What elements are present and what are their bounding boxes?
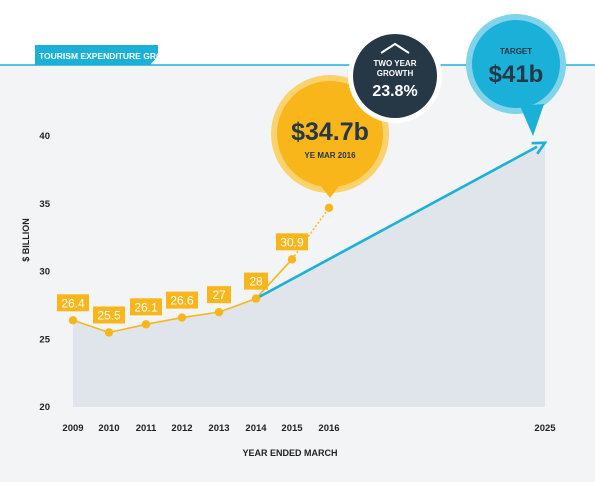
growth-callout-value: 23.8%	[372, 83, 417, 100]
data-point	[287, 255, 297, 264]
y-tick-label: 20	[39, 402, 50, 413]
data-label: 27	[212, 288, 226, 302]
data-point	[214, 307, 224, 317]
target-callout-body	[472, 20, 560, 108]
data-label-bg	[276, 233, 308, 251]
data-label-bg	[93, 306, 125, 324]
x-tick-label: 2015	[281, 423, 303, 434]
y-axis-title: $ BILLION	[21, 218, 31, 262]
data-label-bg	[244, 272, 268, 290]
x-tick-label: 2013	[208, 423, 229, 434]
data-labels-layer: 26.4 25.5 26.1 26.6 27 28 30.9	[57, 233, 308, 324]
data-label: 26.1	[134, 300, 158, 314]
growth-callout-line1: TWO YEAR	[374, 59, 417, 68]
target-trend-arrowhead	[531, 141, 548, 155]
data-label: 26.4	[61, 296, 85, 310]
growth-callout-line2: GROWTH	[377, 69, 414, 78]
x-tick-label: 2012	[171, 423, 192, 434]
y-tick-label: 25	[39, 334, 50, 345]
data-label: 30.9	[280, 235, 304, 249]
area-under-curve	[73, 142, 545, 407]
data-point	[104, 328, 114, 337]
latest-callout-sub: YE MAR 2016	[304, 151, 356, 160]
latest-callout-body	[277, 81, 383, 187]
growth-callout: TWO YEAR GROWTH 23.8%	[348, 29, 442, 123]
chart-title: TOURISM EXPENDITURE GROWTH	[39, 51, 182, 61]
x-tick-label: 2016	[318, 423, 339, 434]
target-callout-label: TARGET	[500, 47, 532, 56]
data-label: 25.5	[97, 308, 121, 322]
y-tick-label: 40	[39, 131, 50, 142]
latest-callout-value: $34.7b	[291, 118, 369, 146]
data-label: 26.6	[170, 294, 194, 308]
y-axis: 20 25 30 35 40	[39, 131, 50, 413]
x-axis-title: YEAR ENDED MARCH	[242, 448, 337, 458]
points-layer	[68, 203, 334, 337]
x-tick-label: 2010	[98, 423, 119, 434]
target-callout: TARGET $41b	[466, 14, 566, 136]
header-tab	[35, 45, 158, 65]
latest-data-point	[324, 203, 334, 213]
latest-series-line	[291, 207, 330, 260]
x-tick-label: 2025	[534, 423, 556, 434]
data-label: 28	[249, 275, 263, 289]
data-point	[177, 313, 187, 322]
x-axis: 2009 2010 2011 2012 2013 2014 2015 2016 2025	[62, 423, 556, 434]
x-tick-label: 2009	[62, 423, 83, 434]
x-tick-label: 2011	[136, 423, 157, 434]
x-tick-label: 2014	[245, 423, 267, 434]
data-point	[68, 316, 78, 325]
data-label-bg	[130, 298, 162, 316]
data-point	[251, 294, 261, 303]
growth-callout-body	[353, 34, 437, 118]
y-tick-label: 30	[39, 267, 50, 278]
data-label-bg	[207, 286, 231, 304]
target-trend-line	[255, 145, 538, 300]
data-label-bg	[166, 291, 198, 309]
data-point	[141, 320, 151, 329]
target-callout-value: $41b	[489, 61, 544, 88]
data-label-bg	[57, 294, 89, 312]
target-callout-pointer	[520, 104, 544, 136]
chevron-up-icon	[380, 42, 410, 54]
area-layer	[73, 142, 545, 407]
y-tick-label: 35	[39, 199, 50, 210]
